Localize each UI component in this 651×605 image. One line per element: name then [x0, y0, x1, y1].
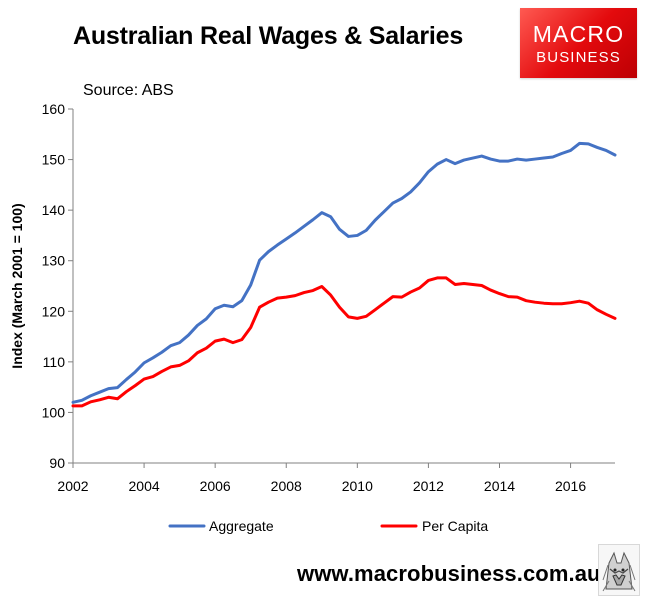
macrobusiness-logo: MACRO BUSINESS [520, 8, 637, 78]
y-tick-label-90: 90 [49, 455, 65, 471]
wolf-icon [599, 545, 639, 595]
y-axis-label: Index (March 2001 = 100) [9, 203, 25, 368]
brand-sub-text: BUSINESS [536, 49, 621, 66]
y-tick-label-120: 120 [42, 303, 66, 319]
y-tick-label-150: 150 [42, 152, 66, 168]
legend: Aggregate Per Capita [168, 518, 488, 534]
x-tick-label-2016: 2016 [555, 478, 586, 494]
x-tick-label-2014: 2014 [484, 478, 515, 494]
source-note: Source: ABS [83, 82, 174, 99]
x-tick-label-2008: 2008 [271, 478, 302, 494]
x-axis-ticks: 2002 2004 2006 2008 2010 2012 2014 2016 [57, 463, 586, 494]
series-line-aggregate [71, 141, 617, 404]
series-layer [71, 141, 617, 408]
x-tick-label-2012: 2012 [413, 478, 444, 494]
y-tick-label-110: 110 [43, 354, 66, 370]
y-tick-label-130: 130 [42, 253, 66, 269]
legend-aggregate-label: Aggregate [209, 518, 274, 534]
legend-per-capita-label: Per Capita [422, 518, 488, 534]
x-tick-label-2006: 2006 [200, 478, 231, 494]
x-tick-label-2004: 2004 [129, 478, 160, 494]
y-tick-label-160: 160 [42, 101, 66, 117]
website-url: www.macrobusiness.com.au [297, 561, 601, 586]
x-tick-label-2002: 2002 [57, 478, 88, 494]
y-axis-ticks: 90 100 110 120 130 140 150 160 [42, 101, 73, 471]
x-tick-label-2010: 2010 [342, 478, 373, 494]
y-tick-label-100: 100 [42, 404, 66, 420]
y-tick-label-140: 140 [42, 202, 66, 218]
chart-title: Australian Real Wages & Salaries [73, 22, 464, 50]
wolf-logo [598, 544, 640, 596]
series-line-per-capita [71, 276, 617, 408]
brand-main-text: MACRO [532, 21, 625, 47]
